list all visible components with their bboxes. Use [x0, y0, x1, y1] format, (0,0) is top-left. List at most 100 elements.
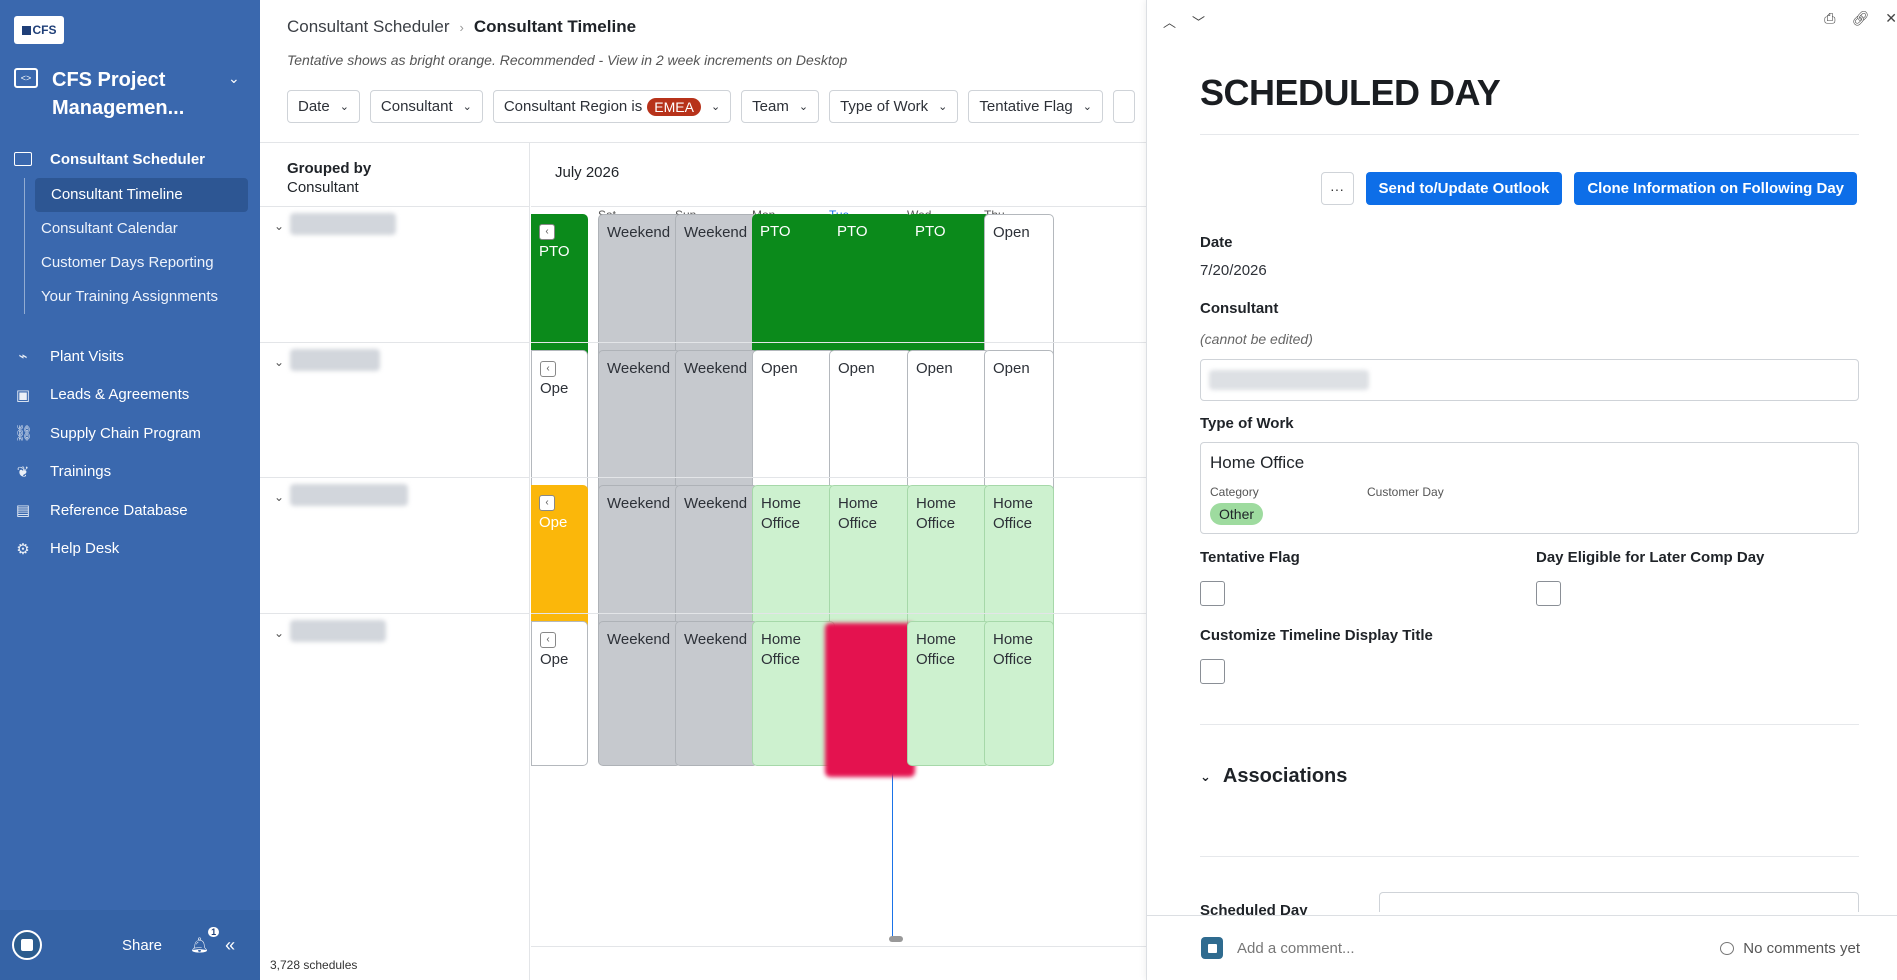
sidebar-item[interactable]: ⚙︎ Help Desk	[14, 530, 250, 569]
schedule-card[interactable]: PTO	[907, 214, 990, 359]
schedule-card[interactable]: Home Office	[907, 485, 990, 630]
sidebar-item[interactable]: ❦ Trainings	[14, 453, 250, 492]
consultant-row-header[interactable]: ⌄	[260, 342, 530, 506]
chevron-right-icon: ›	[459, 19, 464, 35]
type-of-work-label: Type of Work	[1200, 415, 1294, 432]
chevron-down-icon: ⌄	[938, 101, 948, 113]
schedule-card[interactable]: Home Office	[752, 621, 835, 766]
schedule-card[interactable]: Open	[752, 350, 835, 495]
chain-icon: ⛓︎	[14, 425, 34, 443]
consultant-row-header[interactable]: ⌄	[260, 206, 530, 370]
scroll-handle[interactable]	[889, 936, 903, 942]
sidebar-item-label: Leads & Agreements	[50, 386, 190, 404]
app-switcher[interactable]: <> CFS Project Managemen... ⌄	[14, 66, 252, 122]
consultant-row-header[interactable]: ⌄	[260, 477, 530, 641]
schedule-card[interactable]: Home Office	[752, 485, 835, 630]
schedule-card[interactable]: Weekend	[598, 214, 681, 359]
previous-arrow-icon[interactable]: ‹	[540, 361, 556, 377]
chevron-down-icon[interactable]: ⌄	[274, 490, 285, 504]
type-of-work-field[interactable]: Home Office Category Customer Day Other	[1200, 442, 1859, 534]
row-divider	[531, 342, 1146, 343]
sidebar-item[interactable]: ⛓︎ Supply Chain Program	[14, 414, 250, 453]
schedule-card[interactable]: Home Office	[907, 621, 990, 766]
link-icon[interactable]: 🔗︎	[1851, 10, 1870, 26]
schedule-card[interactable]: Weekend	[675, 485, 758, 630]
schedule-card-label: Ope	[540, 651, 569, 668]
comments-status[interactable]: No comments yet	[1720, 940, 1860, 957]
schedule-card[interactable]	[825, 623, 915, 777]
send-to-outlook-button[interactable]: Send to/Update Outlook	[1365, 172, 1563, 205]
filter-button[interactable]: Consultant Region is EMEA ⌄	[492, 90, 732, 123]
schedule-card[interactable]: Open	[984, 350, 1054, 495]
sidebar-item[interactable]: ⌁ Plant Visits	[14, 337, 250, 376]
previous-arrow-icon[interactable]: ‹	[540, 632, 556, 648]
share-button[interactable]: Share	[122, 936, 163, 954]
previous-arrow-icon[interactable]: ‹	[539, 495, 555, 511]
filter-button[interactable]: Team ⌄	[741, 90, 820, 123]
sidebar-item[interactable]: ▤ Reference Database	[14, 491, 250, 530]
schedule-card[interactable]: Weekend	[598, 621, 681, 766]
sidebar-subitem[interactable]: Customer Days Reporting	[41, 254, 214, 271]
filter-button[interactable]: Tentative Flag ⌄	[968, 90, 1103, 123]
record-panel: ︿ ﹀ ⎙ 🔗︎ ✕ SCHEDULED DAY ··· Send to/Upd…	[1146, 0, 1897, 980]
avatar[interactable]	[12, 930, 42, 960]
sidebar-subitem[interactable]: Your Training Assignments	[41, 288, 219, 305]
clone-information-button[interactable]: Clone Information on Following Day	[1574, 172, 1857, 205]
collapse-sidebar-icon[interactable]: «	[225, 934, 236, 955]
print-icon[interactable]: ⎙	[1824, 10, 1836, 26]
customize-title-checkbox[interactable]	[1200, 659, 1225, 684]
divider	[260, 142, 1146, 143]
schedule-card[interactable]: Home Office	[984, 485, 1054, 630]
schedule-card[interactable]: Weekend	[598, 350, 681, 495]
schedule-card[interactable]: Weekend	[598, 485, 681, 630]
chevron-up-icon[interactable]: ︿	[1163, 15, 1177, 30]
chevron-down-icon[interactable]: ⌄	[274, 626, 285, 640]
notifications-bell-icon[interactable]: 🔔︎ 1	[190, 927, 220, 954]
associations-section-toggle[interactable]: ⌄ Associations	[1200, 765, 1348, 787]
chevron-down-icon: ⌄	[228, 70, 240, 86]
tentative-flag-checkbox[interactable]	[1200, 581, 1225, 606]
chevron-down-icon: ⌄	[1200, 768, 1211, 784]
sidebar-item[interactable]: ▣ Leads & Agreements	[14, 376, 250, 415]
previous-arrow-icon[interactable]: ‹	[539, 224, 555, 240]
close-icon[interactable]: ✕	[1885, 10, 1897, 26]
breadcrumb-parent[interactable]: Consultant Scheduler	[287, 17, 450, 36]
sidebar-subitem[interactable]: Consultant Timeline	[35, 178, 248, 212]
filter-button[interactable]: Type of Work ⌄	[829, 90, 959, 123]
book-icon: ▤	[15, 502, 31, 520]
cfs-logo[interactable]: CFS	[14, 16, 64, 44]
date-value[interactable]: 7/20/2026	[1200, 262, 1267, 279]
schedule-card-label: PTO	[915, 223, 946, 240]
filter-button[interactable]	[1113, 90, 1135, 123]
chevron-down-icon[interactable]: ⌄	[274, 355, 285, 369]
schedule-card[interactable]: ‹ Ope	[531, 350, 588, 495]
scheduled-day-field[interactable]	[1379, 892, 1859, 912]
schedule-card-label: Home Office	[761, 631, 802, 668]
schedule-card[interactable]: ‹ PTO	[531, 214, 588, 359]
filter-button[interactable]: Date ⌄	[287, 90, 360, 123]
schedule-card[interactable]: ‹ Ope	[531, 485, 588, 630]
comment-input[interactable]: Add a comment...	[1237, 939, 1355, 957]
filter-button[interactable]: Consultant ⌄	[369, 90, 483, 123]
sidebar-item-label: Plant Visits	[50, 347, 124, 365]
type-of-work-value[interactable]: Home Office	[1210, 453, 1305, 472]
schedule-card[interactable]: Weekend	[675, 350, 758, 495]
nav-consultant-scheduler[interactable]: Consultant Scheduler	[14, 148, 250, 170]
schedule-card[interactable]: Home Office	[984, 621, 1054, 766]
more-actions-button[interactable]: ···	[1320, 172, 1354, 205]
schedule-card[interactable]: Open	[984, 214, 1054, 359]
chevron-down-icon[interactable]: ﹀	[1192, 15, 1206, 30]
sidebar-subitem[interactable]: Consultant Calendar	[41, 220, 178, 237]
schedule-card[interactable]: Open	[829, 350, 912, 495]
schedule-card[interactable]: Home Office	[829, 485, 912, 630]
schedule-card[interactable]: PTO	[752, 214, 835, 359]
schedule-card[interactable]: Open	[907, 350, 990, 495]
schedule-card[interactable]: ‹ Ope	[531, 621, 588, 766]
chevron-down-icon[interactable]: ⌄	[274, 219, 285, 233]
consultant-row-header[interactable]: ⌄	[260, 613, 530, 777]
schedule-card[interactable]: PTO	[829, 214, 912, 359]
schedule-card[interactable]: Weekend	[675, 214, 758, 359]
chevron-down-icon: ⌄	[710, 101, 721, 113]
comp-day-checkbox[interactable]	[1536, 581, 1561, 606]
schedule-card[interactable]: Weekend	[675, 621, 758, 766]
